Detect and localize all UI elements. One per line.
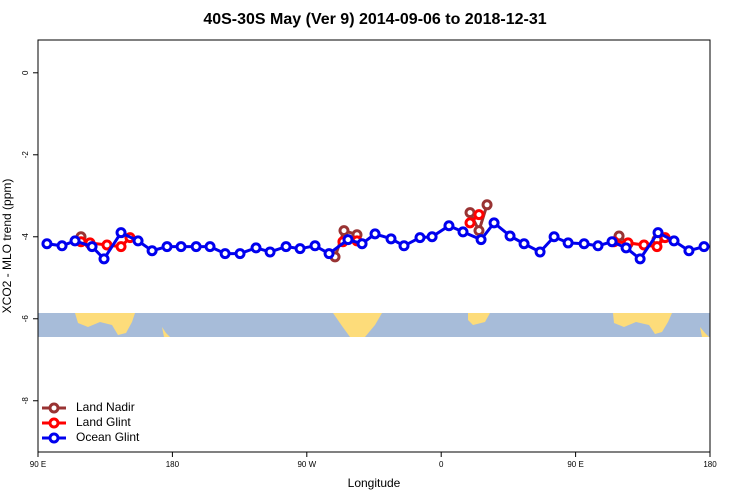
data-point: [548, 231, 560, 243]
data-point: [518, 238, 530, 250]
series-line: [46, 220, 705, 262]
series: [75, 199, 663, 263]
data-point: [342, 234, 354, 246]
data-point: [562, 237, 574, 249]
x-axis-label: Longitude: [348, 476, 401, 490]
data-point: [369, 228, 381, 240]
data-point: [234, 248, 246, 260]
data-point: [620, 242, 632, 254]
data-point: [606, 236, 618, 248]
data-point: [115, 227, 127, 239]
data-point: [132, 235, 144, 247]
data-point: [457, 226, 469, 238]
data-point: [101, 239, 113, 251]
x-tick-label: 180: [166, 460, 180, 469]
series: [41, 217, 710, 265]
legend-marker: [48, 402, 60, 414]
data-point: [175, 241, 187, 253]
data-point: [475, 234, 487, 246]
data-point: [69, 235, 81, 247]
legend-marker: [48, 417, 60, 429]
plot-frame: [37, 39, 711, 453]
data-point: [161, 241, 173, 253]
legend-label: Land Nadir: [76, 400, 135, 414]
data-point: [473, 209, 485, 221]
data-point: [443, 220, 455, 232]
data-point: [668, 235, 680, 247]
chart-title: 40S-30S May (Ver 9) 2014-09-06 to 2018-1…: [203, 11, 546, 28]
data-point: [323, 248, 335, 260]
data-point: [683, 245, 695, 257]
data-point: [219, 248, 231, 260]
data-point: [426, 231, 438, 243]
legend-label: Land Glint: [76, 415, 131, 429]
data-point: [190, 241, 202, 253]
data-point: [280, 241, 292, 253]
data-point: [385, 233, 397, 245]
map-strip: [38, 313, 710, 337]
data-point: [41, 238, 53, 250]
legend-marker: [48, 432, 60, 444]
data-point: [115, 241, 127, 253]
data-point: [651, 241, 663, 253]
data-point: [698, 241, 710, 253]
data-point: [264, 246, 276, 258]
data-point: [56, 240, 68, 252]
x-tick-label: 90 E: [30, 460, 46, 469]
y-axis-label: XCO2 - MLO trend (ppm): [0, 179, 14, 314]
y-tick-label: 0: [21, 70, 30, 75]
data-point: [652, 227, 664, 239]
y-tick-label: -8: [21, 397, 30, 405]
data-point: [204, 241, 216, 253]
data-point: [481, 199, 493, 211]
x-tick-label: 90 E: [567, 460, 583, 469]
data-point: [488, 217, 500, 229]
y-tick-label: -4: [21, 233, 30, 241]
data-point: [309, 240, 321, 252]
data-point: [250, 242, 262, 254]
data-point: [504, 230, 516, 242]
y-tick-label: -2: [21, 151, 30, 159]
data-point: [473, 225, 485, 237]
y-tick-label: -6: [21, 315, 30, 323]
data-point: [464, 207, 476, 219]
data-point: [338, 225, 350, 237]
data-point: [464, 217, 476, 229]
legend-label: Ocean Glint: [76, 430, 140, 444]
data-point: [578, 238, 590, 250]
data-point: [592, 240, 604, 252]
data-point: [398, 240, 410, 252]
data-point: [634, 253, 646, 265]
x-tick-label: 90 W: [297, 460, 316, 469]
data-point: [534, 246, 546, 258]
x-tick-label: 180: [703, 460, 717, 469]
data-point: [86, 241, 98, 253]
x-tick-label: 0: [439, 460, 444, 469]
data-point: [98, 253, 110, 265]
data-point: [414, 232, 426, 244]
data-point: [294, 243, 306, 255]
data-point: [356, 238, 368, 250]
data-point: [146, 245, 158, 257]
